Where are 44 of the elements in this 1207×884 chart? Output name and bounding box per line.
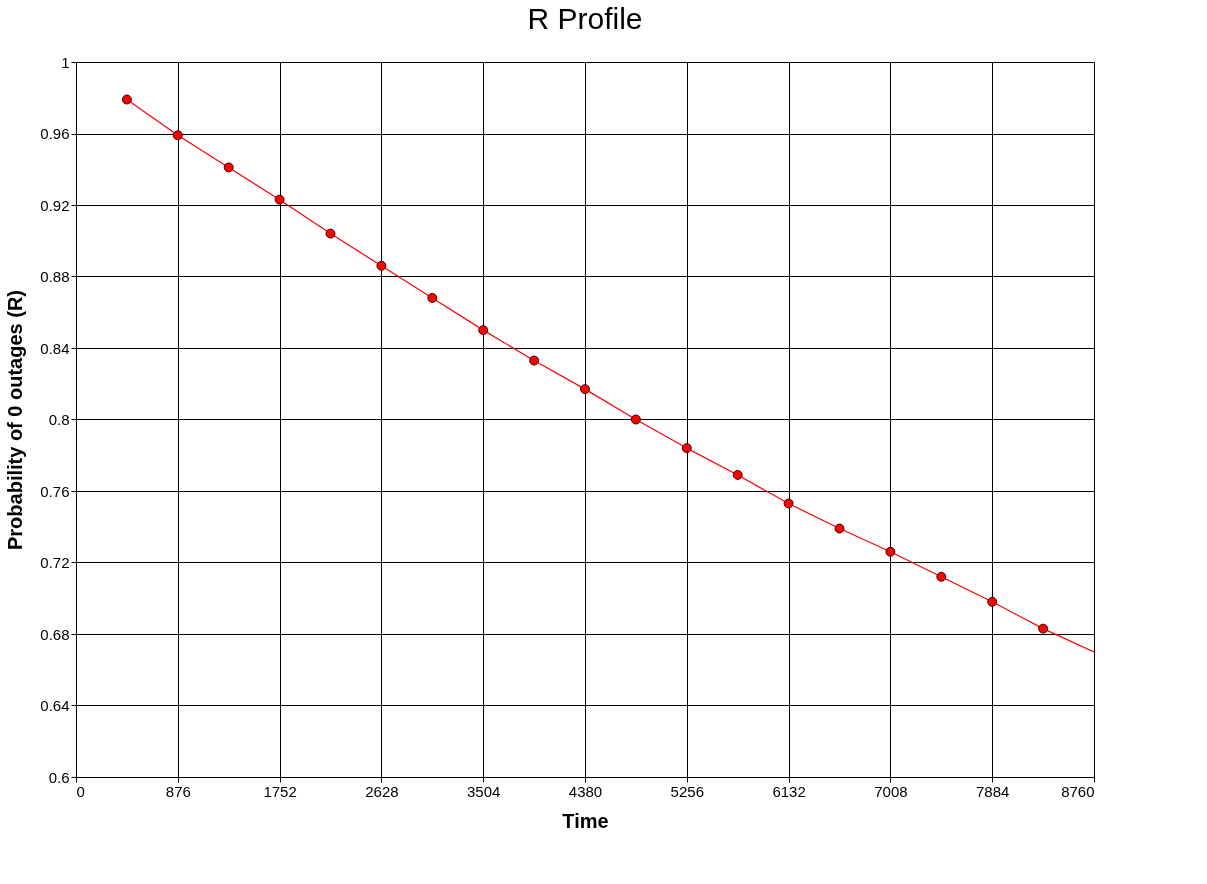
y-tick-label: 0.8: [48, 411, 70, 428]
y-tick-label: 0.64: [40, 697, 70, 714]
point: [172, 130, 183, 141]
point: [834, 523, 845, 534]
y-tick-label: 0.68: [40, 625, 70, 643]
y-tick-label: 0.72: [40, 554, 70, 571]
chart-title: R Profile: [527, 2, 643, 35]
y-tick-label: 0.6: [48, 768, 70, 786]
point: [478, 325, 489, 336]
point: [681, 443, 692, 454]
x-tick-label: 3504: [467, 782, 501, 800]
point: [1038, 623, 1049, 634]
y-tick-label: 1: [61, 53, 70, 71]
x-tick-label: 8760: [1061, 782, 1095, 800]
point: [427, 292, 438, 303]
x-axis-title: Time: [562, 809, 609, 832]
x-tick-label: 5256: [670, 782, 704, 800]
x-tick-label: 7884: [976, 782, 1010, 800]
point: [580, 384, 590, 395]
y-axis-title: Probability of 0 outages (R): [4, 289, 27, 551]
point: [325, 228, 336, 239]
point: [783, 498, 794, 509]
y-tick-label: 0.92: [40, 196, 70, 214]
y-tick-label: 0.84: [40, 339, 70, 357]
x-tick-label: 1752: [263, 782, 297, 800]
x-tick-label: 876: [165, 782, 191, 800]
y-tick-label: 0.76: [40, 482, 70, 500]
point: [630, 414, 641, 425]
point: [885, 546, 896, 557]
point: [529, 355, 540, 366]
y-tick-label: 0.88: [40, 268, 70, 285]
x-tick-label: 7008: [874, 782, 908, 800]
point: [936, 571, 947, 582]
point: [376, 260, 387, 271]
point: [121, 94, 132, 105]
x-tick-label: 2628: [365, 782, 399, 800]
y-tick-label: 0.96: [40, 125, 70, 142]
point: [223, 162, 234, 173]
x-tick-label: 0: [76, 782, 85, 800]
x-tick-label: 6132: [772, 782, 806, 800]
x-tick-label: 4380: [568, 782, 603, 800]
point: [274, 194, 285, 205]
point: [732, 469, 743, 480]
point: [987, 596, 998, 607]
